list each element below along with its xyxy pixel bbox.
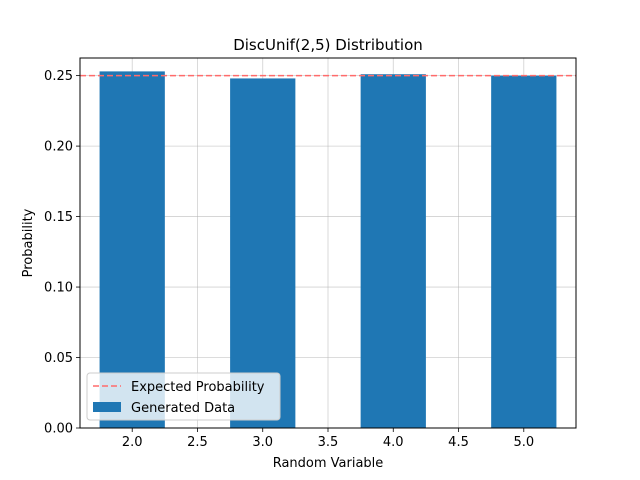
x-tick-label: 2.0 bbox=[122, 435, 143, 450]
bars bbox=[99, 71, 557, 428]
x-tick-label: 4.0 bbox=[383, 435, 404, 450]
x-tick-label: 3.0 bbox=[252, 435, 273, 450]
legend: Expected Probability Generated Data bbox=[86, 372, 281, 421]
x-tick-label: 5.0 bbox=[513, 435, 534, 450]
y-axis-ticks: 0.00 0.05 0.10 0.15 0.20 0.25 bbox=[44, 69, 80, 437]
y-tick-label: 0.15 bbox=[44, 210, 73, 225]
legend-swatch-generated-data bbox=[93, 402, 121, 412]
chart-title: DiscUnif(2,5) Distribution bbox=[233, 36, 423, 54]
y-tick-label: 0.20 bbox=[44, 140, 73, 155]
bar-4 bbox=[360, 74, 426, 428]
y-tick-label: 0.10 bbox=[44, 281, 73, 296]
y-axis-label: Probability bbox=[21, 208, 36, 277]
legend-label-generated-data: Generated Data bbox=[131, 401, 235, 416]
x-tick-label: 4.5 bbox=[448, 435, 469, 450]
x-axis-ticks: 2.0 2.5 3.0 3.5 4.0 4.5 5.0 bbox=[122, 428, 534, 450]
x-tick-label: 3.5 bbox=[318, 435, 339, 450]
bar-2 bbox=[99, 71, 165, 428]
y-tick-label: 0.25 bbox=[44, 69, 73, 84]
legend-label-expected-probability: Expected Probability bbox=[131, 380, 265, 395]
x-tick-label: 2.5 bbox=[187, 435, 208, 450]
y-tick-label: 0.00 bbox=[44, 422, 73, 437]
bar-5 bbox=[491, 75, 557, 428]
y-tick-label: 0.05 bbox=[44, 351, 73, 366]
x-axis-label: Random Variable bbox=[273, 456, 384, 471]
bar-3 bbox=[230, 78, 296, 428]
legend-box bbox=[86, 372, 281, 421]
